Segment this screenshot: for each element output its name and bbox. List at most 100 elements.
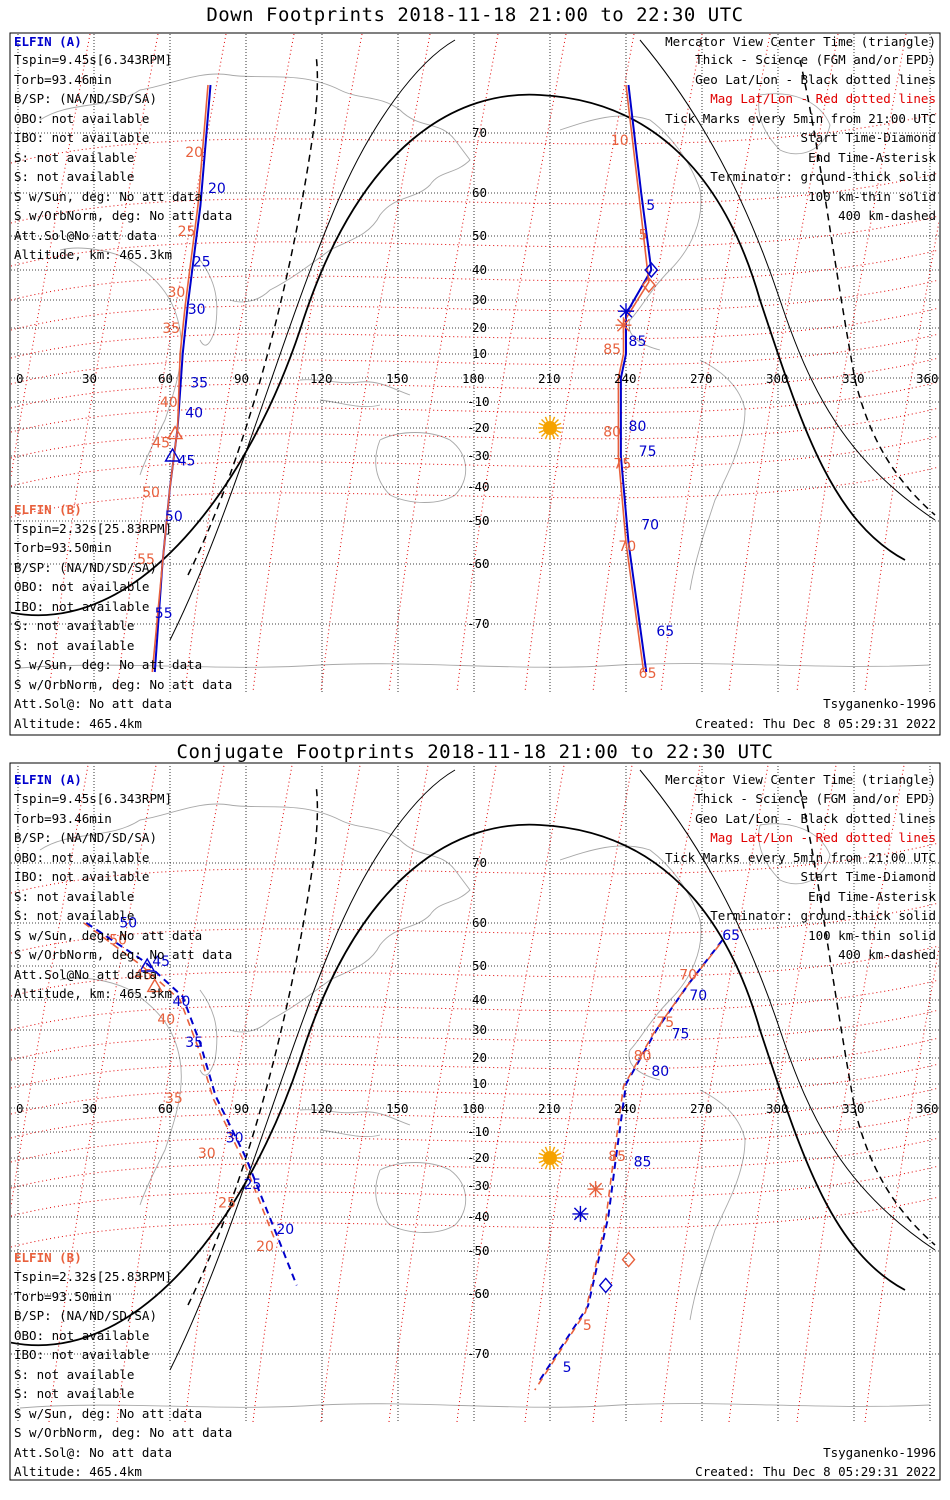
coast-europe-asia (39, 73, 471, 303)
elfin-a-tick-label: 70 (689, 988, 707, 1004)
elfin-b-tick-label: 5 (639, 227, 648, 243)
lon-tick-label: 120 (310, 371, 333, 386)
elfin-b-tick-label: 50 (142, 485, 160, 501)
coast-australia (375, 1162, 467, 1233)
mag-lon-line (524, 34, 635, 692)
elfin-a-tick-label: 75 (639, 444, 657, 460)
lat-tick-label: 50 (472, 958, 487, 973)
svg-text:Att.Sol@No att data: Att.Sol@No att data (14, 228, 157, 243)
mag-grid (11, 764, 939, 1422)
satellite-tracks (151, 84, 653, 673)
svg-text:S: not available: S: not available (14, 150, 134, 165)
lat-tick-label: -30 (467, 448, 490, 463)
lat-tick-label: -40 (467, 1209, 490, 1224)
end-time-asterisk-icon (618, 303, 634, 320)
svg-text:S w/Sun, deg: No att data: S w/Sun, deg: No att data (14, 657, 202, 672)
center-time-triangle-icon (146, 978, 164, 993)
elfin-b-tick-label: 45 (135, 968, 153, 984)
elfin-b-tick-label: 50 (109, 933, 127, 949)
svg-text:Att.Sol@: No att data: Att.Sol@: No att data (14, 1445, 172, 1460)
lon-tick-label: 0 (16, 371, 24, 386)
svg-text:Tspin=2.32s[25.83RPM]: Tspin=2.32s[25.83RPM] (14, 1269, 172, 1284)
elfin-b-tick-label: 75 (656, 1015, 674, 1031)
elfin-a-header: ELFIN (A) (14, 772, 82, 787)
lat-tick-label: -40 (467, 479, 490, 494)
mag-lon-line (660, 34, 771, 692)
terminator-100km (169, 769, 936, 1371)
lon-tick-label: 300 (766, 1101, 789, 1116)
svg-text:S w/OrbNorm, deg: No att data: S w/OrbNorm, deg: No att data (14, 208, 232, 223)
lat-tick-label: -10 (467, 1124, 490, 1139)
terminator-lines (11, 39, 936, 641)
elfin-b-header: ELFIN (B) (14, 1250, 82, 1265)
svg-text:Att.Sol@No att data: Att.Sol@No att data (14, 967, 157, 982)
elfin-a-tick-label: 40 (185, 406, 203, 422)
svg-text:IBO: not available: IBO: not available (14, 130, 149, 145)
elfin-b-tick-label: 70 (618, 539, 636, 555)
lon-tick-label: 210 (538, 371, 561, 386)
svg-text:Altitude, km: 465.3km: Altitude, km: 465.3km (14, 986, 172, 1001)
svg-text:Mercator View Center Time (tri: Mercator View Center Time (triangle) (665, 34, 936, 49)
lon-tick-label: 30 (82, 1101, 97, 1116)
svg-text:Tick Marks every 5min from 21:: Tick Marks every 5min from 21:00 UTC (665, 111, 936, 126)
start-time-diamond-icon (598, 1277, 613, 1294)
coast-indonesia (299, 1109, 411, 1138)
lon-tick-label: 270 (690, 371, 713, 386)
subsolar-sun-icon (538, 416, 562, 440)
lon-tick-label: 150 (386, 371, 409, 386)
lon-tick-label: 240 (614, 1101, 637, 1116)
svg-text:Start Time-Diamond: Start Time-Diamond (801, 130, 936, 145)
svg-text:S: not available: S: not available (14, 908, 134, 923)
elfin-b-tick-label: 25 (178, 224, 196, 240)
lat-tick-label: -60 (467, 1286, 490, 1301)
lon-tick-label: 360 (916, 371, 939, 386)
mag-lon-line (11, 34, 91, 480)
svg-text:Tspin=9.45s[6.343RPM]: Tspin=9.45s[6.343RPM] (14, 52, 172, 67)
mag-lon-line (184, 764, 293, 1422)
mag-lon-line (320, 764, 429, 1422)
track-tick-labels: 5050454540403535303025252020657070757580… (109, 915, 740, 1376)
svg-text:S w/OrbNorm, deg: No att data: S w/OrbNorm, deg: No att data (14, 1425, 232, 1440)
svg-text:S: not available: S: not available (14, 1367, 134, 1382)
elfin-a-tick-label: 65 (656, 624, 674, 640)
svg-text:Torb=93.50min: Torb=93.50min (14, 540, 112, 555)
coastlines (19, 73, 931, 669)
axis-labels: 0 30 60 90 120 150 180 210 240 270 300 330 360 70 60 50… (16, 125, 939, 631)
lat-tick-label: -20 (467, 1150, 490, 1165)
coast-africa (59, 977, 182, 1206)
elfin-a-tick-label: 30 (188, 302, 206, 318)
svg-text:Altitude: 465.4km: Altitude: 465.4km (14, 716, 142, 731)
svg-text:400 km-dashed: 400 km-dashed (838, 208, 936, 223)
elfin-a-tick-label: 25 (193, 255, 211, 271)
lat-tick-label: 60 (472, 915, 487, 930)
elfin-a-tick-label: 45 (178, 453, 196, 469)
elfin-b-tick-label: 30 (198, 1146, 216, 1162)
lon-tick-label: 150 (386, 1101, 409, 1116)
lon-tick-label: 0 (16, 1101, 24, 1116)
elfin-b-tick-label: 70 (679, 968, 697, 984)
elfin-b-tick-label: 30 (167, 285, 185, 301)
svg-text:S w/Sun, deg: No att data: S w/Sun, deg: No att data (14, 1406, 202, 1421)
elfin-b-tick-label: 55 (137, 552, 155, 568)
terminator-ground (11, 823, 906, 1347)
coast-greenland (758, 93, 831, 155)
subsolar-sun-icon (538, 1146, 562, 1170)
elfin-b-header: ELFIN (B) (14, 502, 82, 517)
lat-tick-label: -70 (467, 1346, 490, 1361)
elfin-b-tick-label: 10 (611, 133, 629, 149)
mag-lon-line (592, 764, 701, 1422)
model-label: Tsyganenko-1996 (823, 1445, 936, 1460)
lat-tick-label: 10 (472, 1076, 487, 1091)
axis-labels: 0 30 60 90 120 150 180 210 240 270 300 330 360 70 60 50… (16, 855, 939, 1361)
lat-tick-label: -20 (467, 420, 490, 435)
elfin-a-tick-label: 70 (641, 518, 659, 534)
end-time-asterisk-icon (615, 317, 632, 334)
bottom-map-panel: 5050454540403535303025252020657070757580… (9, 762, 941, 1481)
svg-text:S: not available: S: not available (14, 169, 134, 184)
elfin-b-tick-label: 40 (157, 1012, 175, 1028)
elfin-a-track (619, 84, 653, 673)
lon-tick-label: 30 (82, 371, 97, 386)
svg-text:S: not available: S: not available (14, 638, 134, 653)
mag-lon-line (184, 34, 295, 692)
